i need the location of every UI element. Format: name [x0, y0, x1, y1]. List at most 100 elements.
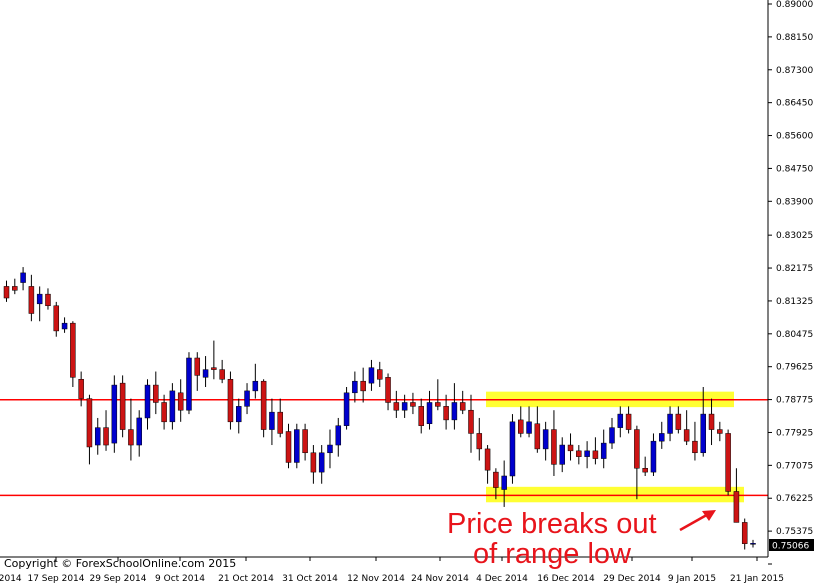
candle-body [741, 522, 748, 544]
candle-body [625, 413, 632, 430]
candle-body [260, 380, 267, 430]
candle [252, 363, 259, 399]
candle [443, 394, 449, 430]
y-tick-label: 0.89000 [776, 0, 813, 10]
candle-body [177, 392, 184, 411]
y-tick-label: 0.80475 [776, 330, 813, 340]
candle-body [592, 450, 599, 459]
candle-body [78, 379, 84, 399]
candle-body [534, 423, 541, 450]
candle-body [418, 406, 424, 426]
x-tick-label: 9 Oct 2014 [155, 574, 205, 584]
candle [119, 375, 126, 438]
candle [741, 518, 748, 550]
candle-body [443, 406, 449, 421]
candle [385, 373, 391, 411]
candle [609, 417, 615, 449]
candle [211, 340, 217, 380]
candle-body [94, 427, 101, 446]
x-axis-ticks: 4 Sep 2014 17 Sep 2014 29 Sep 2014 9 Oct 20… [0, 557, 784, 584]
candle-body [302, 429, 308, 454]
candle-body [12, 286, 18, 291]
candle [86, 394, 93, 465]
candle-body [36, 293, 43, 305]
candle-body [393, 402, 400, 411]
candle-body [659, 433, 665, 442]
candle-body [683, 429, 690, 442]
candle-body [194, 357, 201, 376]
candle-body [459, 402, 466, 411]
candle-body [675, 413, 682, 430]
x-tick-label: 9 Jan 2015 [668, 574, 716, 584]
candle [493, 468, 499, 500]
candle-body [692, 440, 698, 454]
candle-body [642, 467, 648, 473]
candle [418, 398, 424, 434]
candle-body [410, 402, 416, 407]
y-tick-label: 0.82175 [776, 264, 813, 274]
x-tick-label: 17 Sep 2014 [27, 574, 84, 584]
candle [169, 383, 176, 430]
candle [435, 379, 441, 411]
candle [617, 406, 624, 438]
candle [692, 421, 698, 461]
candle [584, 441, 590, 469]
candle [227, 371, 234, 430]
candle-body [144, 384, 151, 419]
candle [318, 445, 325, 484]
candle-body [343, 392, 350, 426]
candle-body [227, 379, 234, 423]
candle-body [368, 367, 375, 384]
y-tick-label: 0.83025 [776, 231, 813, 241]
candle [551, 410, 557, 476]
candle [501, 460, 507, 507]
candle-body [484, 448, 491, 471]
candle [377, 361, 383, 388]
candle [194, 352, 201, 391]
candle [534, 406, 541, 453]
candle-body [526, 421, 532, 434]
candle-body [28, 286, 35, 314]
candle [94, 417, 101, 455]
candle-body [269, 411, 275, 430]
candle-body [401, 402, 408, 411]
candle [335, 417, 342, 457]
candle [683, 410, 690, 446]
candle [659, 421, 665, 449]
y-tick-label: 0.77925 [776, 428, 813, 438]
candle-body [103, 427, 109, 446]
candle [111, 375, 118, 453]
candle [468, 394, 474, 453]
x-tick-label: 21 Jan 2015 [730, 574, 784, 584]
candle [260, 379, 267, 438]
candle [667, 406, 673, 442]
candle [70, 321, 76, 388]
candle [61, 317, 68, 333]
candle-body [169, 390, 176, 423]
candle [526, 406, 532, 438]
x-tick-label: 12 Nov 2014 [347, 574, 405, 584]
x-tick-label: 29 Dec 2014 [603, 574, 661, 584]
y-tick-label: 0.76225 [776, 494, 813, 504]
copyright-text: Copyright © ForexSchoolOnline.com 2015 [4, 557, 236, 570]
candle [393, 390, 400, 418]
candle-body [252, 380, 259, 392]
breakout-annotation: Price breaks out of range low [447, 508, 716, 570]
candle [235, 398, 242, 434]
candle-body [385, 377, 391, 403]
candle [277, 398, 283, 438]
candle [144, 379, 151, 430]
y-tick-label: 0.86450 [776, 99, 813, 109]
candle-body [634, 429, 640, 469]
candle [302, 423, 308, 461]
candle-body [318, 452, 325, 473]
candle [542, 421, 549, 461]
candle-body [584, 450, 590, 457]
y-tick-label: 0.81325 [776, 297, 813, 307]
candle [294, 423, 300, 469]
candle-body [700, 413, 706, 454]
candle-body [600, 442, 607, 459]
candle-body [235, 406, 242, 423]
candle-body [285, 431, 292, 463]
